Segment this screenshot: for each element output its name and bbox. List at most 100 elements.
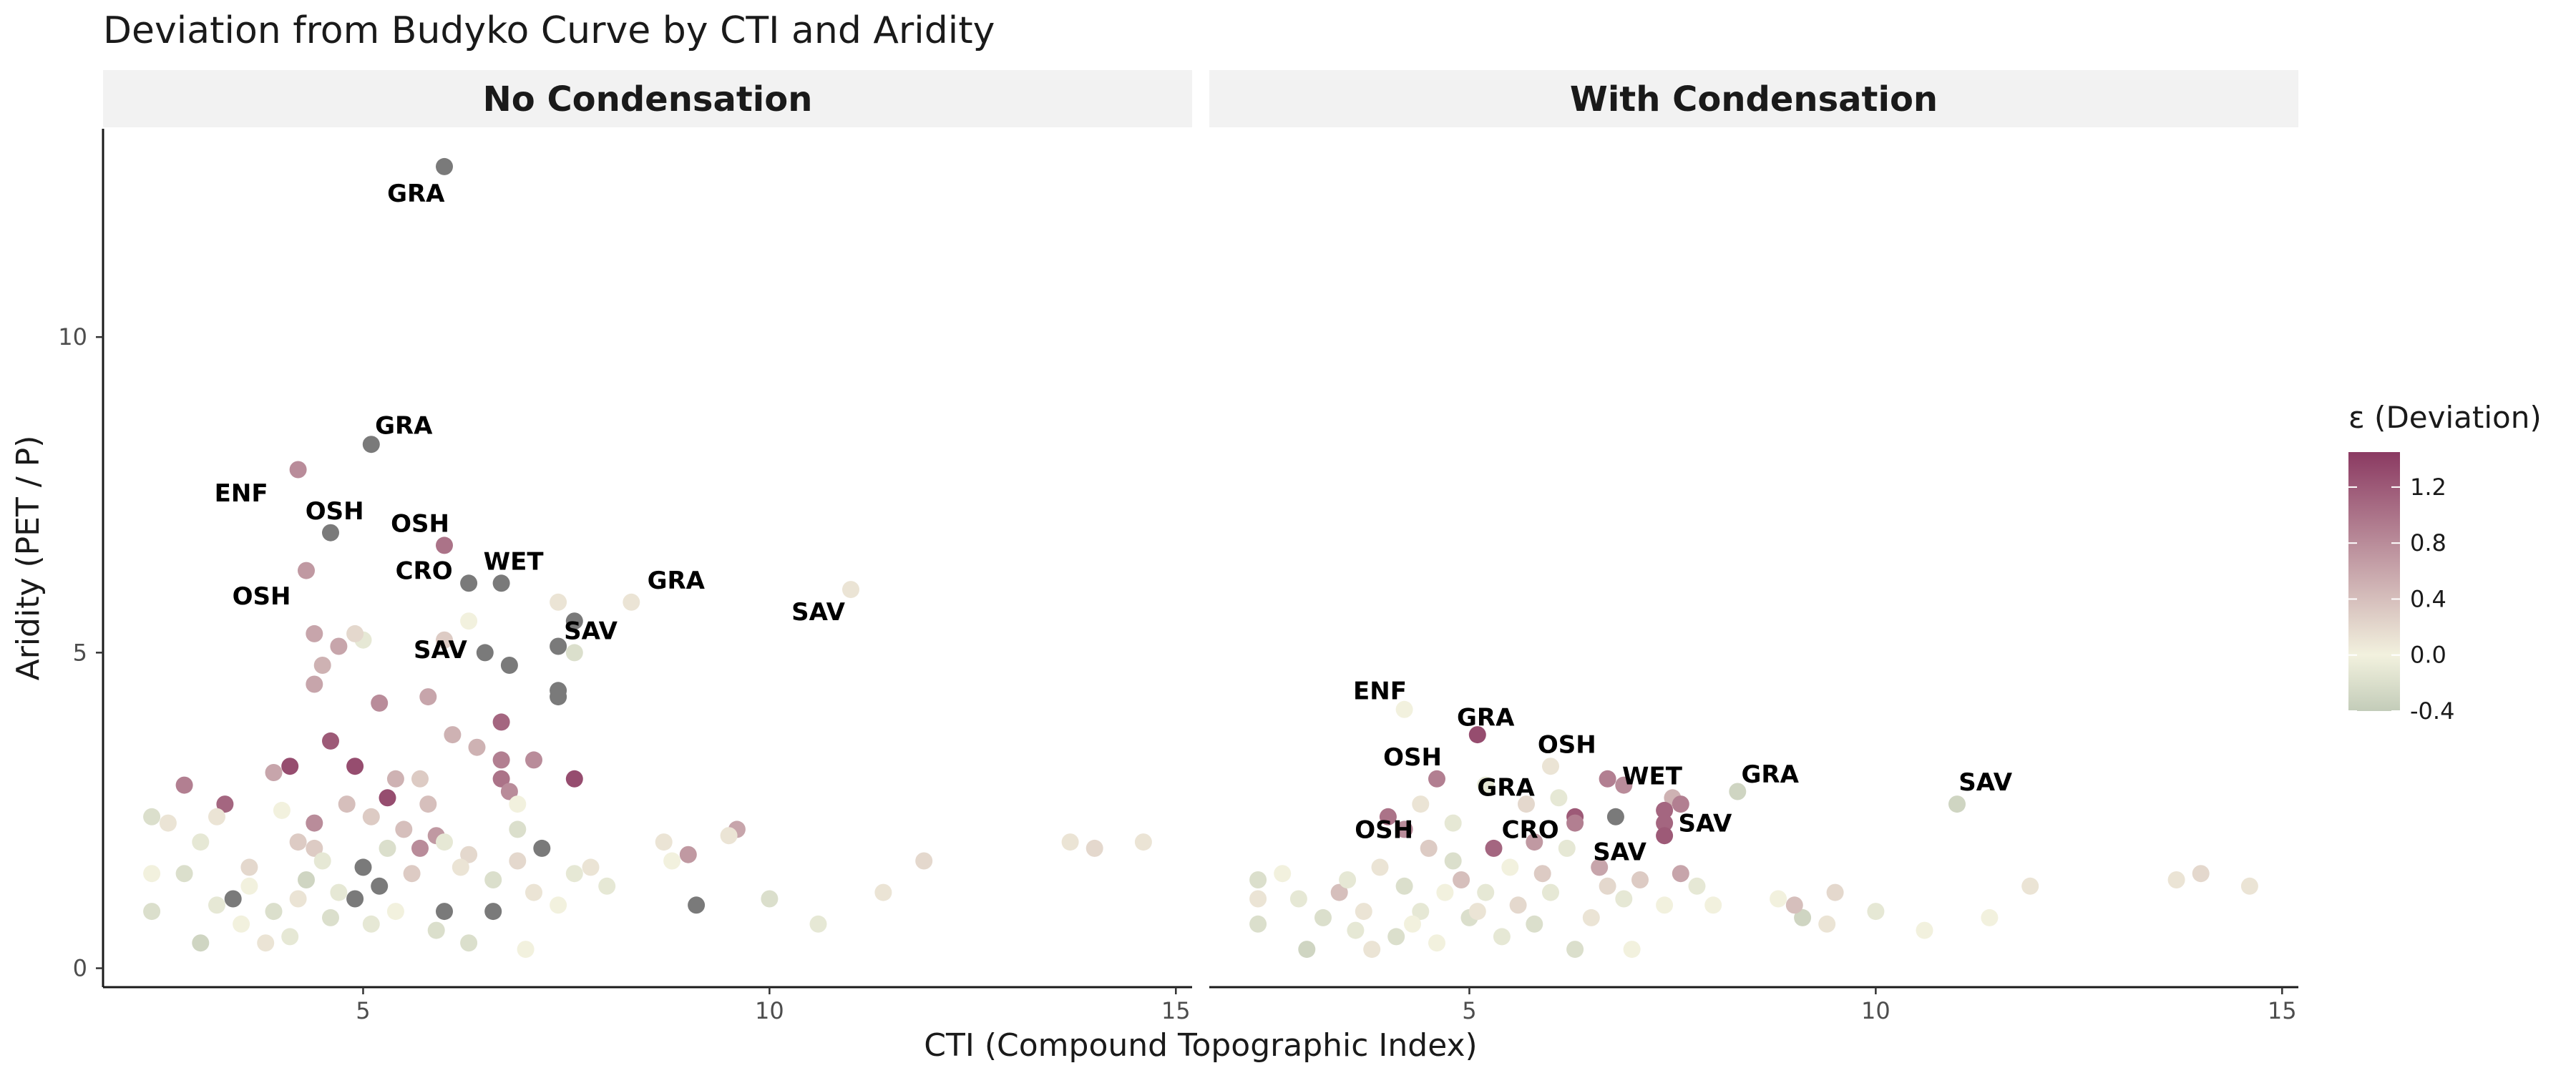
data-point (484, 903, 502, 921)
data-point (663, 852, 681, 870)
data-point (1582, 908, 1600, 926)
data-point (1444, 852, 1462, 870)
data-point (468, 738, 486, 756)
data-point (1599, 770, 1616, 788)
x-axis-ticks-with-condensation: 5 10 15 (1462, 987, 2297, 1024)
data-point (484, 871, 502, 888)
data-point (208, 896, 225, 914)
x-tick-label: 5 (1462, 997, 1476, 1024)
data-point (1550, 789, 1568, 807)
data-point (1395, 820, 1413, 838)
data-point (346, 890, 364, 908)
legend-tick-label: -0.4 (2410, 697, 2454, 725)
data-point (306, 624, 323, 642)
data-point (1785, 896, 1803, 914)
data-point (509, 852, 527, 870)
data-point (403, 865, 421, 883)
data-point (1729, 783, 1747, 800)
data-point (289, 890, 307, 908)
data-point (1061, 833, 1079, 851)
point-label: OSH (1538, 730, 1596, 759)
data-point (322, 524, 339, 542)
data-point (1656, 801, 1674, 819)
data-point (338, 795, 356, 813)
data-point (517, 941, 535, 959)
point-label: GRA (387, 180, 445, 208)
data-point (1289, 890, 1307, 908)
strip-with-condensation (1209, 70, 2298, 127)
data-point (1330, 883, 1348, 901)
data-point (2167, 871, 2185, 888)
point-label: OSH (1383, 743, 1442, 772)
y-axis-ticks: 0 5 10 (58, 323, 103, 982)
data-point (1526, 833, 1543, 851)
data-point (436, 631, 453, 649)
data-point (1672, 865, 1689, 883)
data-point (1672, 795, 1689, 813)
data-point (362, 436, 380, 454)
data-point (298, 871, 315, 888)
point-label: OSH (233, 582, 291, 611)
data-point (411, 770, 429, 788)
data-point (419, 688, 437, 706)
data-point (679, 846, 697, 863)
data-point (550, 593, 567, 611)
data-point (565, 865, 583, 883)
data-point (1412, 903, 1430, 921)
data-point (500, 783, 518, 800)
data-point (1948, 795, 1966, 813)
data-point (346, 758, 364, 775)
data-point (143, 903, 161, 921)
point-label: ENF (1353, 677, 1407, 705)
data-point (1134, 833, 1152, 851)
data-point (1615, 890, 1633, 908)
data-point (436, 536, 453, 554)
data-point (525, 883, 542, 901)
data-point (216, 795, 234, 813)
data-point (582, 858, 600, 876)
data-point (1916, 921, 1933, 939)
data-point (1501, 858, 1519, 876)
data-point (240, 877, 258, 895)
point-label: SAV (1678, 810, 1732, 838)
data-point (289, 461, 307, 479)
data-point (1493, 928, 1511, 946)
data-point (436, 157, 453, 175)
data-point (224, 890, 242, 908)
data-point (379, 789, 396, 807)
data-point (354, 858, 372, 876)
data-point (346, 624, 364, 642)
points-no-condensation (143, 157, 1152, 959)
data-point (1826, 883, 1844, 901)
data-point (492, 770, 510, 788)
data-point (436, 903, 453, 921)
data-point (1631, 871, 1649, 888)
data-point (233, 915, 250, 933)
data-point (1656, 896, 1674, 914)
data-point (1509, 896, 1527, 914)
data-point (1656, 814, 1674, 832)
x-axis-title: CTI (Compound Topographic Index) (924, 1027, 1477, 1064)
data-point (1085, 839, 1103, 857)
data-point (452, 858, 469, 876)
data-point (688, 896, 706, 914)
data-point (1363, 941, 1381, 959)
data-point (1566, 814, 1584, 832)
y-axis-title: Aridity (PET / P) (10, 436, 47, 681)
data-point (1412, 795, 1430, 813)
x-tick-label: 15 (2268, 997, 2297, 1024)
data-point (1566, 941, 1584, 959)
data-point (565, 770, 583, 788)
data-point (915, 852, 933, 870)
point-label: CRO (1502, 815, 1559, 844)
data-point (809, 915, 827, 933)
data-point (379, 839, 396, 857)
data-point (175, 865, 193, 883)
data-point (192, 934, 210, 952)
chart-title: Deviation from Budyko Curve by CTI and A… (103, 9, 995, 52)
data-point (1770, 890, 1787, 908)
data-point (1656, 827, 1674, 845)
data-point (550, 637, 567, 655)
data-point (143, 808, 161, 825)
